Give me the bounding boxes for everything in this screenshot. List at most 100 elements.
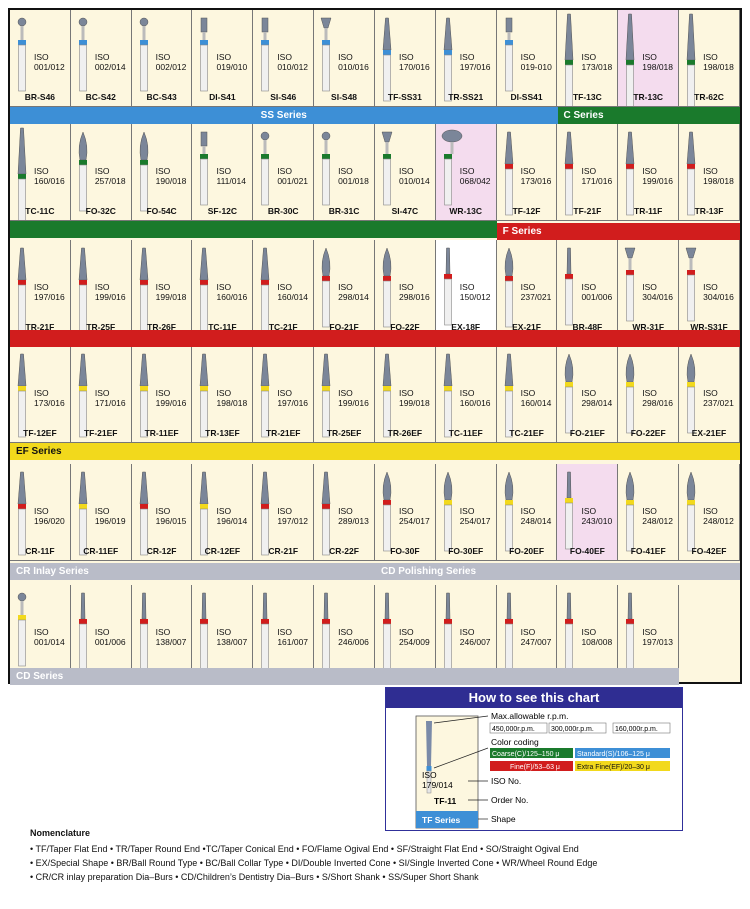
bur-cell: ISO 199/018 TR-26F bbox=[131, 240, 193, 337]
bur-cell: ISO 001/006 BR-48F bbox=[557, 240, 619, 337]
iso-prefix: ISO bbox=[642, 166, 657, 176]
bur-icon bbox=[381, 131, 393, 206]
iso-number: ISO 108/008 bbox=[581, 627, 612, 647]
bur-cell: ISO 001/018 BR-31C bbox=[314, 124, 375, 221]
order-code: FO-41EF bbox=[630, 546, 666, 556]
bur-icon bbox=[382, 247, 392, 328]
bur-icon bbox=[382, 471, 392, 552]
bur-icon bbox=[17, 353, 27, 438]
bur-cell: ISO 019/010 DI-S41 bbox=[192, 10, 254, 107]
bur-cell: ISO 190/018 FO-54C bbox=[131, 124, 193, 221]
bur-icon bbox=[626, 353, 635, 434]
sample-iso-prefix: ISO bbox=[422, 770, 437, 780]
iso-prefix: ISO bbox=[216, 282, 232, 292]
bur-cell: ISO 068/042 WR-13C bbox=[435, 124, 497, 221]
iso-number: ISO 160/014 bbox=[277, 282, 308, 302]
order-code: TR-11EF bbox=[144, 428, 179, 438]
iso-number: ISO 248/012 bbox=[703, 506, 734, 526]
bur-cell: ISO 160/014 TC-21F bbox=[253, 240, 315, 337]
iso-value: 173/018 bbox=[581, 62, 613, 72]
iso-number: ISO 198/018 bbox=[703, 166, 734, 186]
bur-icon bbox=[17, 592, 27, 667]
iso-value: 138/007 bbox=[155, 637, 187, 647]
bur-cell: ISO 198/018 TR-62C bbox=[679, 10, 740, 107]
bur-icon bbox=[78, 471, 88, 556]
iso-prefix: ISO bbox=[459, 52, 475, 62]
bur-cell: ISO 289/013 CR-22F bbox=[314, 464, 375, 561]
sample-order-code: TF-11 bbox=[434, 796, 456, 806]
iso-value: 001/021 bbox=[277, 176, 309, 186]
sample-bur-head bbox=[426, 721, 432, 766]
bur-icon bbox=[626, 13, 635, 106]
bur-cell: ISO 304/016 WR-S31F bbox=[679, 240, 740, 337]
order-code: TF-12EF bbox=[23, 428, 57, 438]
iso-prefix: ISO bbox=[581, 52, 597, 62]
series-band-cd: CD Series bbox=[10, 668, 680, 685]
bur-icon bbox=[382, 17, 392, 102]
order-code: CR-11EF bbox=[83, 546, 119, 556]
iso-prefix: ISO bbox=[398, 627, 414, 637]
iso-number: ISO 304/016 bbox=[703, 282, 734, 302]
iso-value: 254/009 bbox=[398, 637, 430, 647]
order-code: TR-25EF bbox=[326, 428, 362, 438]
order-code: BR-30C bbox=[267, 206, 299, 216]
iso-value: 254/017 bbox=[459, 516, 491, 526]
iso-value: 010/016 bbox=[338, 62, 369, 72]
bur-cell: ISO 298/014 FO-21EF bbox=[557, 346, 619, 443]
order-code: BC-S43 bbox=[146, 92, 177, 102]
iso-value: 160/014 bbox=[277, 292, 309, 302]
bur-icon bbox=[686, 13, 696, 106]
bur-icon bbox=[17, 127, 27, 220]
nomenclature-line: • TF/Taper Flat End • TR/Taper Round End… bbox=[30, 844, 579, 854]
bur-cell: ISO 010/012 SI-S46 bbox=[253, 10, 315, 107]
iso-value: 198/018 bbox=[216, 398, 248, 408]
iso-number: ISO 010/016 bbox=[338, 52, 369, 72]
iso-number: ISO 298/014 bbox=[581, 388, 612, 408]
iso-number: ISO 173/018 bbox=[581, 52, 612, 72]
bur-icon bbox=[200, 17, 209, 92]
iso-prefix: ISO bbox=[642, 282, 657, 292]
iso-number: ISO 010/014 bbox=[399, 166, 430, 186]
iso-number: ISO 298/016 bbox=[642, 388, 673, 408]
iso-number: ISO 019-010 bbox=[521, 52, 552, 72]
rpm-450: 450,000r.p.m. bbox=[492, 726, 535, 733]
iso-number: ISO 173/016 bbox=[521, 166, 552, 186]
bur-cell: ISO 160/016 TC-11C bbox=[10, 124, 71, 221]
iso-prefix: ISO bbox=[581, 627, 597, 637]
iso-prefix: ISO bbox=[398, 166, 414, 176]
bur-cell: ISO 196/019 CR-11EF bbox=[70, 464, 132, 561]
order-code: SI-47C bbox=[391, 206, 419, 216]
iso-value: 246/007 bbox=[459, 637, 491, 647]
order-code: TF-21F bbox=[573, 206, 602, 216]
bur-cell: ISO 197/016 TR-21EF bbox=[253, 346, 315, 443]
iso-value: 111/014 bbox=[216, 176, 246, 186]
order-code: EX-21EF bbox=[691, 428, 727, 438]
bur-row: ISO 173/016 TF-12EF ISO 171/016 TF-21EF ISO 199… bbox=[10, 346, 740, 443]
iso-number: ISO 171/016 bbox=[95, 388, 126, 408]
bur-icon bbox=[261, 592, 270, 671]
order-code: FO-22F bbox=[390, 322, 420, 332]
series-band-green_full bbox=[10, 221, 497, 238]
order-code: BR-31C bbox=[328, 206, 360, 216]
bur-icon bbox=[565, 592, 574, 671]
iso-prefix: ISO bbox=[338, 282, 353, 292]
bur-cell: ISO 173/018 TF-13C bbox=[557, 10, 619, 107]
rpm-160: 160,000r.p.m. bbox=[615, 726, 658, 733]
bur-icon bbox=[261, 131, 270, 206]
iso-number: ISO 247/007 bbox=[521, 627, 552, 647]
iso-prefix: ISO bbox=[155, 627, 171, 637]
order-code: TC-11EF bbox=[448, 428, 483, 438]
iso-number: ISO 161/007 bbox=[277, 627, 308, 647]
iso-value: 304/016 bbox=[642, 292, 674, 302]
iso-number: ISO 001/018 bbox=[338, 166, 369, 186]
order-code: WR-31F bbox=[632, 322, 665, 332]
iso-prefix: ISO bbox=[216, 52, 232, 62]
iso-prefix: ISO bbox=[642, 388, 657, 398]
order-code: WR-13C bbox=[449, 206, 482, 216]
bur-cell: ISO 199/016 TR-25EF bbox=[314, 346, 375, 443]
bur-icon bbox=[78, 353, 88, 438]
iso-number: ISO 304/016 bbox=[642, 282, 673, 302]
iso-prefix: ISO bbox=[277, 282, 292, 292]
series-band-f: F Series bbox=[496, 223, 740, 240]
iso-value: 247/007 bbox=[520, 637, 552, 647]
